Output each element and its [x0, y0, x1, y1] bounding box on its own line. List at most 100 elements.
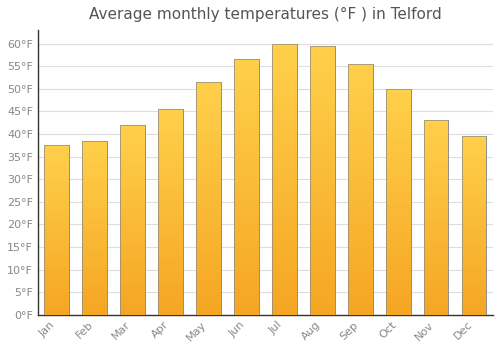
Bar [310, 309, 334, 315]
Bar [158, 274, 183, 278]
Bar [82, 141, 107, 315]
Bar [196, 217, 221, 222]
Bar [272, 44, 296, 315]
Bar [158, 290, 183, 294]
Bar [462, 136, 486, 315]
Bar [424, 202, 448, 206]
Bar [44, 304, 69, 308]
Bar [44, 267, 69, 271]
Bar [272, 163, 296, 168]
Bar [44, 173, 69, 176]
Bar [120, 303, 145, 307]
Bar [196, 287, 221, 292]
Bar [44, 220, 69, 223]
Bar [386, 134, 410, 139]
Bar [234, 85, 259, 90]
Bar [272, 266, 296, 271]
Bar [234, 177, 259, 182]
Bar [310, 212, 334, 218]
Bar [158, 229, 183, 232]
Bar [196, 180, 221, 184]
Bar [196, 254, 221, 259]
Bar [82, 280, 107, 284]
Bar [272, 71, 296, 76]
Bar [272, 44, 296, 315]
Bar [234, 187, 259, 192]
Bar [348, 280, 372, 285]
Bar [386, 306, 410, 310]
Bar [196, 264, 221, 268]
Bar [310, 234, 334, 239]
Bar [310, 110, 334, 116]
Bar [196, 87, 221, 91]
Bar [82, 200, 107, 203]
Bar [44, 145, 69, 149]
Bar [82, 304, 107, 308]
Bar [82, 276, 107, 280]
Bar [44, 281, 69, 284]
Bar [310, 132, 334, 137]
Bar [82, 252, 107, 256]
Bar [44, 193, 69, 196]
Bar [120, 170, 145, 174]
Bar [120, 193, 145, 197]
Bar [462, 158, 486, 161]
Bar [196, 156, 221, 161]
Bar [424, 128, 448, 132]
Bar [348, 290, 372, 295]
Bar [234, 233, 259, 238]
Bar [44, 308, 69, 312]
Bar [310, 180, 334, 186]
Bar [158, 224, 183, 229]
Bar [424, 222, 448, 225]
Bar [44, 152, 69, 155]
Bar [310, 191, 334, 196]
Bar [348, 74, 372, 79]
Bar [196, 170, 221, 175]
Bar [310, 256, 334, 261]
Bar [44, 264, 69, 267]
Bar [462, 247, 486, 251]
Bar [82, 235, 107, 238]
Bar [386, 175, 410, 179]
Bar [158, 311, 183, 315]
Bar [348, 64, 372, 69]
Bar [234, 228, 259, 233]
Bar [462, 258, 486, 261]
Bar [120, 197, 145, 201]
Bar [272, 309, 296, 315]
Bar [424, 159, 448, 163]
Bar [234, 121, 259, 126]
Bar [234, 279, 259, 284]
Bar [234, 64, 259, 70]
Bar [348, 94, 372, 99]
Bar [82, 294, 107, 298]
Bar [424, 136, 448, 140]
Bar [82, 151, 107, 155]
Bar [310, 153, 334, 159]
Bar [462, 179, 486, 183]
Bar [462, 140, 486, 143]
Bar [386, 260, 410, 265]
Bar [44, 210, 69, 213]
Bar [120, 265, 145, 269]
Bar [158, 121, 183, 126]
Bar [348, 295, 372, 300]
Bar [196, 189, 221, 194]
Bar [462, 222, 486, 225]
Bar [82, 169, 107, 172]
Bar [348, 305, 372, 310]
Bar [348, 154, 372, 159]
Bar [234, 208, 259, 213]
Bar [462, 251, 486, 254]
Bar [462, 236, 486, 240]
Bar [386, 292, 410, 297]
Bar [234, 80, 259, 85]
Bar [272, 125, 296, 131]
Bar [82, 217, 107, 221]
Bar [310, 186, 334, 191]
Bar [424, 233, 448, 237]
Bar [44, 254, 69, 257]
Bar [424, 152, 448, 155]
Bar [82, 301, 107, 304]
